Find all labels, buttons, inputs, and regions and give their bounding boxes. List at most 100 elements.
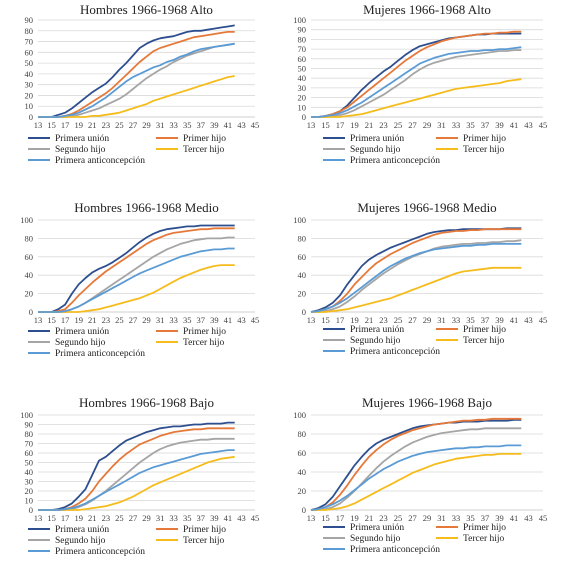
legend-label: Primera unión xyxy=(350,325,404,335)
legend-label: Tercer hijo xyxy=(463,336,505,346)
y-tick-label: 80 xyxy=(298,34,307,44)
y-tick-label: 90 xyxy=(298,25,307,35)
series-line-primera-anticoncepcion xyxy=(310,242,522,313)
x-tick-label: 15 xyxy=(47,513,56,523)
x-tick-label: 29 xyxy=(142,315,151,325)
x-tick-label: 33 xyxy=(452,120,461,130)
x-tick-label: 25 xyxy=(115,315,124,325)
x-tick-label: 23 xyxy=(379,120,388,130)
x-tick-label: 35 xyxy=(466,120,475,130)
series-line-primera-union xyxy=(38,421,235,511)
x-tick-label: 37 xyxy=(197,120,206,130)
chart-title: Hombres 1966-1968 Bajo xyxy=(79,395,214,410)
x-tick-label: 17 xyxy=(61,315,70,325)
y-tick-label: 30 xyxy=(25,80,34,90)
legend-label: Tercer hijo xyxy=(463,534,505,544)
x-tick-label: 27 xyxy=(408,315,417,325)
x-tick-label: 37 xyxy=(197,315,206,325)
chart-title: Mujeres 1966-1968 Medio xyxy=(357,200,496,215)
x-tick-label: 39 xyxy=(210,120,219,130)
chart-title: Mujeres 1966-1968 Bajo xyxy=(362,395,492,410)
x-tick-label: 43 xyxy=(237,513,246,523)
legend-label: Segundo hijo xyxy=(350,534,401,544)
x-tick-label: 35 xyxy=(183,315,192,325)
x-tick-label: 41 xyxy=(510,513,519,523)
legend: Primera unión Primer hijo Segundo hijo Terc… xyxy=(323,523,506,555)
x-tick-label: 39 xyxy=(495,513,504,523)
y-tick-label: 50 xyxy=(298,64,307,74)
x-tick-label: 17 xyxy=(61,513,70,523)
y-tick-label: 100 xyxy=(20,215,33,225)
legend-label: Segundo hijo xyxy=(55,536,106,546)
series-line-primera-anticoncepcion xyxy=(311,46,522,118)
legend-label: Tercer hijo xyxy=(183,145,225,155)
y-tick-label: 100 xyxy=(293,410,306,420)
x-tick-label: 31 xyxy=(437,120,446,130)
y-tick-label: 20 xyxy=(25,289,34,299)
y-tick-label: 40 xyxy=(25,270,34,280)
x-tick-label: 13 xyxy=(34,513,43,523)
y-tick-label: 10 xyxy=(25,496,34,506)
legend-label: Primera unión xyxy=(350,523,404,533)
y-tick-label: 80 xyxy=(25,233,34,243)
legend: Primera unión Primer hijo Segundo hijo Terc… xyxy=(323,325,506,357)
y-tick-label: 40 xyxy=(298,467,307,477)
series-line-tercer-hijo xyxy=(38,75,235,118)
x-tick-label: 27 xyxy=(408,513,417,523)
y-tick-label: 40 xyxy=(25,467,34,477)
x-tick-label: 15 xyxy=(321,315,330,325)
legend: Primera unión Primer hijo Segundo hijo Terc… xyxy=(28,525,226,557)
chart-panel-6: Mujeres 1966-1968 Bajo 0 20 40 60 80 100 13 15 17… xyxy=(293,395,547,555)
x-tick-label: 29 xyxy=(423,315,432,325)
x-tick-label: 13 xyxy=(34,315,43,325)
series-line-primera-anticoncepcion xyxy=(38,42,235,118)
x-tick-label: 37 xyxy=(481,120,490,130)
x-tick-label: 21 xyxy=(365,120,374,130)
x-tick-label: 29 xyxy=(142,513,151,523)
legend-label: Segundo hijo xyxy=(350,145,401,155)
x-tick-label: 17 xyxy=(336,315,345,325)
legend-label: Primer hijo xyxy=(463,134,506,144)
series-line-tercer-hijo xyxy=(311,266,522,313)
x-tick-label: 39 xyxy=(210,315,219,325)
legend-label: Primer hijo xyxy=(183,327,226,337)
series-line-tercer-hijo xyxy=(38,264,235,313)
legend-label: Primera unión xyxy=(55,327,109,337)
x-tick-label: 19 xyxy=(74,513,83,523)
y-tick-label: 20 xyxy=(298,486,307,496)
x-tick-label: 21 xyxy=(365,315,374,325)
y-tick-label: 0 xyxy=(302,112,306,122)
y-tick-label: 50 xyxy=(25,458,34,468)
x-tick-label: 21 xyxy=(88,513,97,523)
x-tick-label: 17 xyxy=(61,120,70,130)
y-tick-label: 60 xyxy=(298,252,307,262)
legend-label: Primer hijo xyxy=(183,134,226,144)
y-tick-label: 70 xyxy=(25,439,34,449)
x-tick-label: 25 xyxy=(394,120,403,130)
series-line-segundo-hijo xyxy=(38,42,235,118)
x-tick-label: 25 xyxy=(394,513,403,523)
x-tick-label: 39 xyxy=(495,315,504,325)
x-tick-label: 37 xyxy=(481,513,490,523)
x-tick-label: 27 xyxy=(408,120,417,130)
x-tick-label: 45 xyxy=(539,315,548,325)
x-tick-label: 23 xyxy=(102,513,111,523)
x-tick-label: 35 xyxy=(466,513,475,523)
x-tick-label: 29 xyxy=(423,120,432,130)
x-tick-label: 27 xyxy=(129,513,138,523)
chart-title: Hombres 1966-1968 Medio xyxy=(74,200,218,215)
x-tick-label: 45 xyxy=(251,513,260,523)
y-tick-label: 50 xyxy=(25,58,34,68)
x-tick-label: 33 xyxy=(169,513,178,523)
series-line-primera-anticoncepcion xyxy=(310,444,522,511)
x-tick-label: 23 xyxy=(379,315,388,325)
series-line-primera-union xyxy=(311,32,522,118)
y-tick-label: 10 xyxy=(25,101,34,111)
x-tick-label: 19 xyxy=(350,315,359,325)
x-tick-label: 43 xyxy=(524,315,533,325)
legend-label: Primera unión xyxy=(350,134,404,144)
x-tick-label: 19 xyxy=(74,315,83,325)
y-tick-label: 100 xyxy=(293,15,306,25)
